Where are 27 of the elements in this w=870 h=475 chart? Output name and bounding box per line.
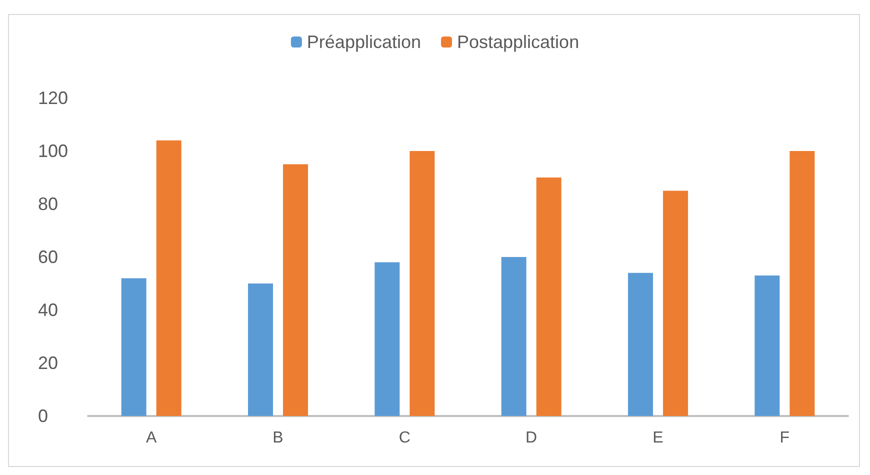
x-tick-label: C [398, 430, 410, 446]
legend-label: Préapplication [306, 32, 421, 52]
bar [628, 272, 653, 416]
bar [248, 284, 273, 416]
y-tick-label: 20 [38, 353, 58, 373]
bar [283, 164, 308, 416]
legend-label: Postapplication [456, 32, 580, 52]
y-tick-label: 60 [38, 247, 58, 267]
x-tick-label: B [272, 430, 284, 446]
y-tick-label: 0 [38, 406, 48, 426]
bar [410, 151, 435, 416]
y-tick-label: 40 [38, 300, 58, 320]
bar [374, 262, 400, 416]
x-tick-label: E [652, 430, 664, 446]
y-tick-label: 120 [38, 88, 68, 108]
y-tick-label: 100 [38, 141, 68, 161]
bar [663, 190, 688, 416]
x-tick-label: D [526, 430, 538, 446]
bar [121, 278, 146, 416]
x-tick-label: F [780, 430, 790, 446]
bar [156, 140, 182, 416]
x-tick-label: A [146, 430, 157, 446]
y-tick-label: 80 [38, 194, 58, 214]
bar [790, 151, 815, 416]
bar [501, 257, 526, 416]
bar [536, 178, 562, 416]
bar [754, 276, 780, 416]
